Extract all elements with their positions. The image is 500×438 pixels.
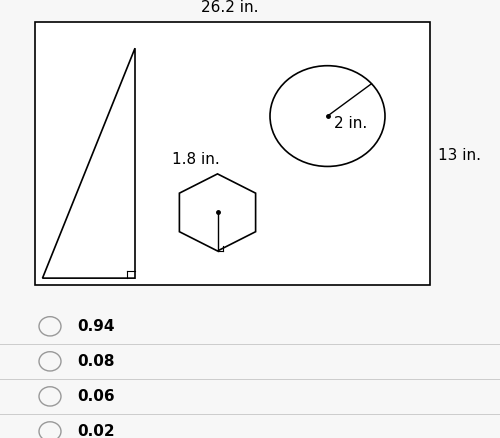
- Text: 0.02: 0.02: [78, 424, 115, 438]
- Text: 1.8 in.: 1.8 in.: [172, 152, 220, 167]
- Text: 13 in.: 13 in.: [438, 148, 480, 163]
- Text: 2 in.: 2 in.: [334, 116, 367, 131]
- Text: 0.08: 0.08: [78, 354, 115, 369]
- Text: 0.94: 0.94: [78, 319, 115, 334]
- Text: 0.06: 0.06: [78, 389, 115, 404]
- Text: 26.2 in.: 26.2 in.: [201, 0, 259, 15]
- Bar: [35, 22, 430, 285]
